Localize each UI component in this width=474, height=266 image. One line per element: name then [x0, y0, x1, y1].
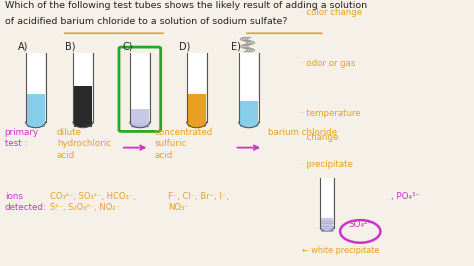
Bar — [74, 86, 92, 127]
Text: · precipitate: · precipitate — [301, 160, 353, 169]
Text: C): C) — [122, 42, 133, 52]
Text: F⁻, Cl⁻, Br⁻, I⁻,
NO₃⁻: F⁻, Cl⁻, Br⁻, I⁻, NO₃⁻ — [168, 192, 229, 212]
Text: of acidified barium chloride to a solution of sodium sulfate?: of acidified barium chloride to a soluti… — [5, 17, 287, 26]
Text: Which of the following test tubes shows the likely result of adding a solution: Which of the following test tubes shows … — [5, 1, 367, 10]
Bar — [188, 94, 206, 127]
Bar — [321, 218, 333, 231]
FancyBboxPatch shape — [321, 178, 333, 231]
Bar — [240, 101, 258, 127]
Text: , PO₄³⁻: , PO₄³⁻ — [391, 192, 420, 201]
Text: change: change — [301, 133, 338, 142]
FancyBboxPatch shape — [130, 53, 149, 127]
Text: ions
detected:: ions detected: — [5, 192, 46, 212]
Text: dilute
hydrochloric
acid: dilute hydrochloric acid — [57, 128, 111, 160]
Bar — [27, 94, 45, 127]
Text: D): D) — [179, 42, 191, 52]
Text: CO₃²⁻, SO₃²⁻, HCO₃⁻,
S²⁻, S₂O₃²⁻, NO₂⁻: CO₃²⁻, SO₃²⁻, HCO₃⁻, S²⁻, S₂O₃²⁻, NO₂⁻ — [50, 192, 136, 212]
Text: SO₄²⁻: SO₄²⁻ — [348, 220, 372, 229]
Text: · temperature: · temperature — [301, 109, 361, 118]
Bar — [131, 109, 149, 127]
FancyBboxPatch shape — [26, 53, 45, 127]
Text: A): A) — [18, 42, 28, 52]
Text: E): E) — [231, 42, 241, 52]
FancyBboxPatch shape — [187, 53, 206, 127]
Text: barium chloride: barium chloride — [268, 128, 337, 137]
Text: B): B) — [65, 42, 76, 52]
Text: primary
test :: primary test : — [5, 128, 39, 148]
Text: · odor or gas: · odor or gas — [301, 59, 356, 68]
Text: concentrated
sulfuric
acid: concentrated sulfuric acid — [154, 128, 212, 160]
Text: ← white precipitate: ← white precipitate — [302, 246, 380, 255]
FancyBboxPatch shape — [239, 53, 258, 127]
Text: · color change: · color change — [301, 8, 362, 17]
FancyBboxPatch shape — [73, 53, 92, 127]
